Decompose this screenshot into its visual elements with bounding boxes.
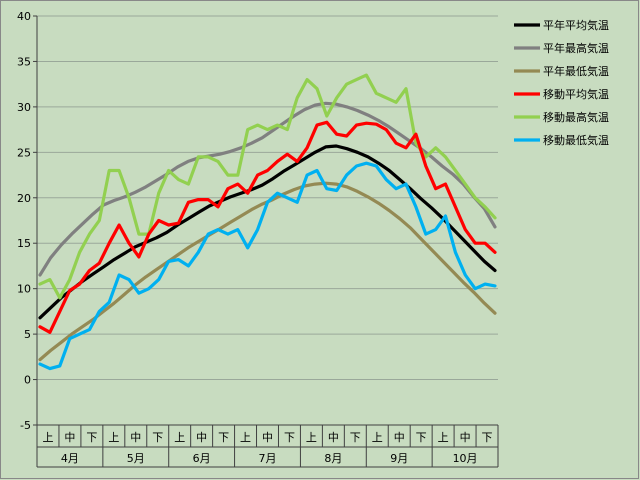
y-tick-label: 30	[17, 101, 31, 114]
month-label: 8月	[324, 452, 342, 465]
dekad-label: 中	[460, 431, 471, 444]
dekad-label: 上	[42, 431, 53, 444]
y-tick-label: 0	[24, 374, 31, 387]
y-tick-label: 35	[17, 55, 31, 68]
dekad-label: 上	[240, 431, 251, 444]
series-line-4	[38, 120, 497, 334]
y-tick-label: -5	[20, 419, 31, 432]
y-tick-label: 25	[17, 146, 31, 159]
x-axis: 上中下4月上中下5月上中下6月上中下7月上中下8月上中下9月上中下10月	[37, 424, 499, 468]
y-axis: -5 0 5 10 15 20 25 30 35 40	[17, 10, 38, 467]
legend-label: 移動最低気温	[543, 133, 609, 147]
dekad-label: 上	[174, 431, 185, 444]
month-label: 5月	[127, 452, 145, 465]
series-line-1	[38, 144, 497, 320]
dekad-label: 下	[86, 431, 97, 444]
dekad-label: 中	[196, 431, 207, 444]
dekad-label: 中	[262, 431, 273, 444]
dekad-label: 中	[328, 431, 339, 444]
dekad-label: 上	[438, 431, 449, 444]
month-label: 10月	[453, 452, 478, 465]
month-label: 6月	[193, 452, 211, 465]
series-line-6	[38, 161, 497, 371]
dekad-label: 上	[306, 431, 317, 444]
y-tick-label: 5	[24, 328, 31, 341]
dekad-label: 下	[218, 431, 229, 444]
legend-label: 移動最高気温	[543, 110, 609, 124]
dekad-label: 上	[108, 431, 119, 444]
y-tick-label: 20	[17, 192, 31, 205]
y-tick-label: 40	[17, 10, 31, 23]
dekad-label: 下	[284, 431, 295, 444]
dekad-label: 下	[350, 431, 361, 444]
series-lines	[38, 73, 497, 371]
y-tick-label: 15	[17, 237, 31, 250]
dekad-label: 中	[64, 431, 75, 444]
dekad-label: 下	[416, 431, 427, 444]
month-label: 7月	[259, 452, 277, 465]
legend-label: 移動平均気温	[543, 87, 609, 101]
legend-label: 平年最低気温	[543, 64, 609, 78]
legend-label: 平年最高気温	[543, 41, 609, 55]
y-tick-label: 10	[17, 283, 31, 296]
month-label: 4月	[61, 452, 79, 465]
dekad-label: 中	[130, 431, 141, 444]
dekad-label: 上	[372, 431, 383, 444]
month-label: 9月	[390, 452, 408, 465]
legend-label: 平年平均気温	[543, 18, 609, 32]
plot-area	[37, 16, 498, 425]
dekad-label: 中	[394, 431, 405, 444]
dekad-label: 下	[482, 431, 493, 444]
dekad-label: 下	[152, 431, 163, 444]
